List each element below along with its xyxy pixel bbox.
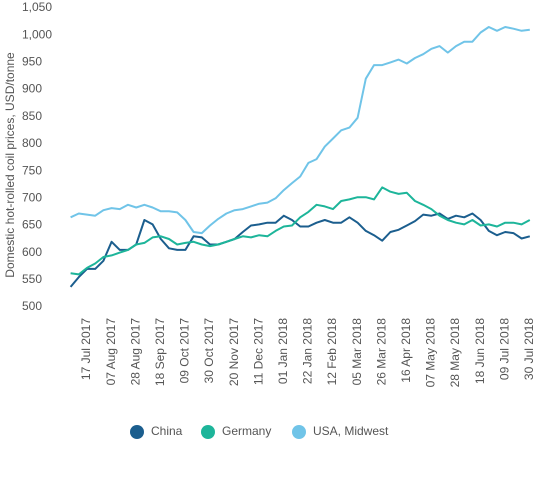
- y-axis-title: Domestic hot-rolled coil prices, USD/ton…: [3, 52, 17, 278]
- x-tick-label: 12 Feb 2018: [325, 318, 339, 386]
- y-tick-label: 600: [22, 245, 42, 259]
- x-tick-label: 09 Oct 2017: [178, 318, 192, 384]
- y-tick-label: 500: [22, 299, 42, 313]
- y-tick-label: 800: [22, 136, 42, 150]
- x-tick-label: 01 Jan 2018: [276, 318, 290, 384]
- x-tick-label: 07 Aug 2017: [104, 318, 118, 386]
- y-tick-label: 1,000: [22, 27, 52, 41]
- x-tick-label: 17 Jul 2017: [79, 318, 93, 380]
- x-tick-label: 28 Aug 2017: [128, 318, 142, 386]
- x-tick-label: 18 Jun 2018: [473, 318, 487, 384]
- x-tick-label: 07 May 2018: [424, 318, 438, 388]
- legend-marker: [130, 425, 144, 439]
- y-tick-label: 950: [22, 55, 42, 69]
- x-tick-label: 30 Oct 2017: [202, 318, 216, 384]
- x-tick-label: 20 Nov 2017: [227, 318, 241, 386]
- legend-marker: [292, 425, 306, 439]
- series-line: [70, 186, 531, 276]
- y-tick-label: 750: [22, 163, 42, 177]
- x-tick-label: 28 May 2018: [448, 318, 462, 388]
- x-tick-label: 09 Jul 2018: [497, 318, 511, 380]
- series-line: [70, 26, 530, 235]
- x-tick-label: 11 Dec 2017: [251, 318, 265, 385]
- y-tick-label: 850: [22, 109, 42, 123]
- legend-label: China: [151, 424, 183, 438]
- x-tick-label: 18 Sep 2017: [153, 318, 167, 386]
- series-line: [69, 212, 531, 288]
- x-tick-label: 05 Mar 2018: [350, 318, 364, 386]
- y-tick-label: 700: [22, 190, 42, 204]
- legend-marker: [201, 425, 215, 439]
- y-tick-label: 1,050: [22, 0, 52, 14]
- legend-label: USA, Midwest: [313, 424, 389, 438]
- x-tick-label: 30 Jul 2018: [522, 318, 536, 380]
- y-tick-label: 900: [22, 82, 42, 96]
- x-tick-label: 16 Apr 2018: [399, 318, 413, 383]
- x-tick-label: 22 Jan 2018: [301, 318, 315, 384]
- x-tick-label: 26 Mar 2018: [374, 318, 388, 386]
- y-tick-label: 650: [22, 218, 42, 232]
- y-tick-label: 550: [22, 272, 42, 286]
- legend-label: Germany: [222, 424, 271, 438]
